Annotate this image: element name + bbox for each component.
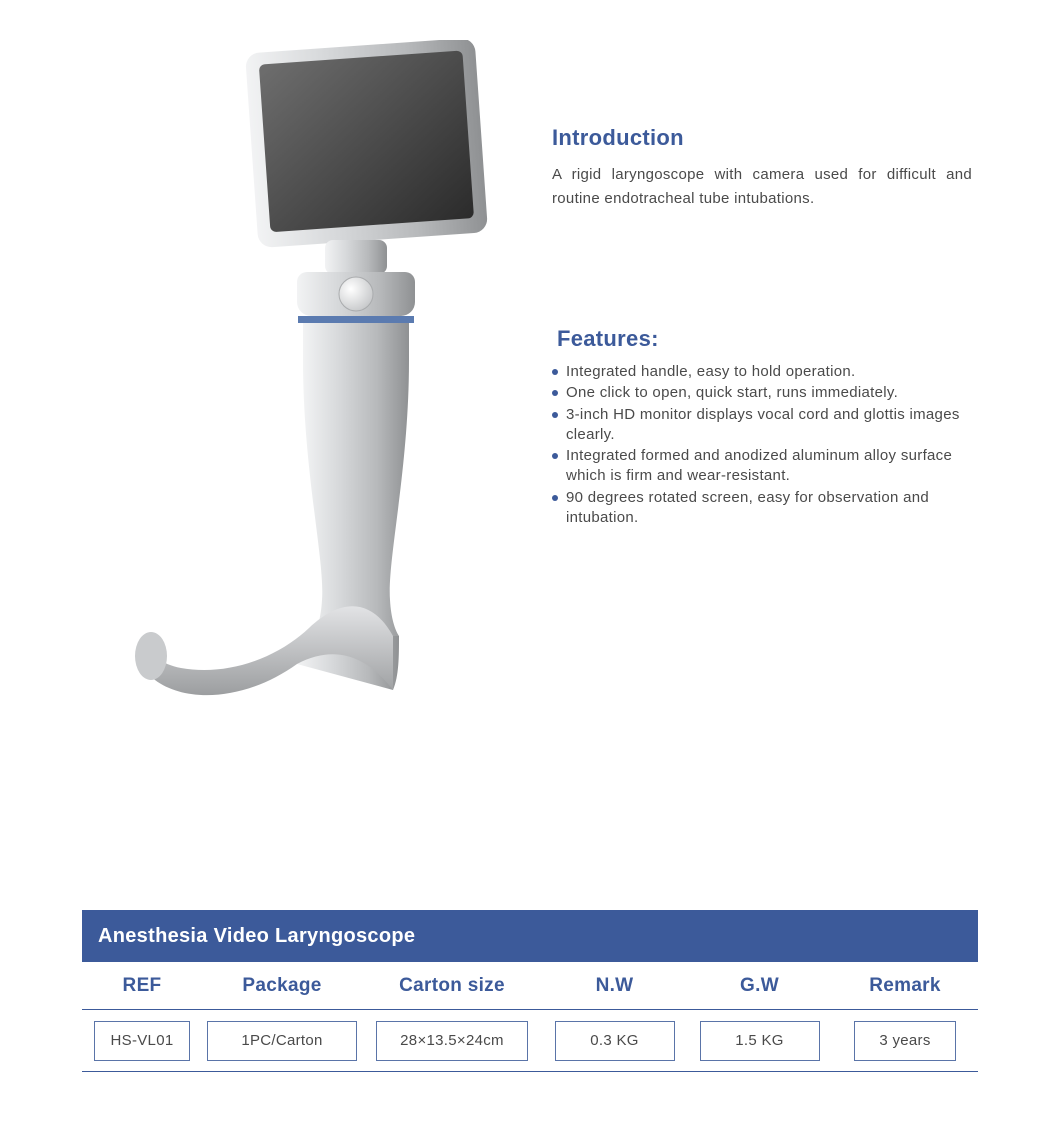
spec-cell: 3 years [854, 1021, 956, 1061]
feature-item: Integrated formed and anodized aluminum … [552, 446, 972, 487]
intro-body: A rigid laryngoscope with camera used fo… [552, 163, 972, 211]
spec-header-cell: Package [202, 975, 362, 997]
product-image [97, 40, 497, 730]
feature-item: 3-inch HD monitor displays vocal cord an… [552, 405, 972, 446]
spec-cell-wrap: 28×13.5×24cm [362, 1021, 542, 1061]
spec-cell: HS-VL01 [94, 1021, 190, 1061]
spec-header-cell: N.W [542, 975, 687, 997]
spec-cell-wrap: HS-VL01 [82, 1021, 202, 1061]
spec-cell: 0.3 KG [555, 1021, 675, 1061]
feature-item: 90 degrees rotated screen, easy for obse… [552, 488, 972, 529]
spec-cell: 1PC/Carton [207, 1021, 357, 1061]
spec-header-cell: Remark [832, 975, 978, 997]
features-title: Features: [557, 326, 972, 352]
spec-header-cell: REF [82, 975, 202, 997]
text-column: Introduction A rigid laryngoscope with c… [552, 125, 972, 529]
spec-cell-wrap: 3 years [832, 1021, 978, 1061]
feature-list: Integrated handle, easy to hold operatio… [552, 362, 972, 528]
spec-section: Anesthesia Video Laryngoscope REFPackage… [82, 910, 978, 1072]
intro-title: Introduction [552, 125, 972, 151]
spec-cell-wrap: 0.3 KG [542, 1021, 687, 1061]
spec-header-cell: G.W [687, 975, 832, 997]
spec-cell-wrap: 1PC/Carton [202, 1021, 362, 1061]
spec-cell-wrap: 1.5 KG [687, 1021, 832, 1061]
spec-header-cell: Carton size [362, 975, 542, 997]
features-block: Features: Integrated handle, easy to hol… [552, 326, 972, 528]
spec-banner: Anesthesia Video Laryngoscope [82, 910, 978, 962]
spec-cell: 1.5 KG [700, 1021, 820, 1061]
feature-item: Integrated handle, easy to hold operatio… [552, 362, 972, 382]
feature-item: One click to open, quick start, runs imm… [552, 383, 972, 403]
spec-cell: 28×13.5×24cm [376, 1021, 528, 1061]
top-region: Introduction A rigid laryngoscope with c… [82, 40, 978, 800]
spec-header-row: REFPackageCarton sizeN.WG.WRemark [82, 962, 978, 1010]
spec-data-row: HS-VL01 1PC/Carton 28×13.5×24cm 0.3 KG 1.5 K… [82, 1010, 978, 1072]
spec-table: REFPackageCarton sizeN.WG.WRemark HS-VL0… [82, 962, 978, 1072]
